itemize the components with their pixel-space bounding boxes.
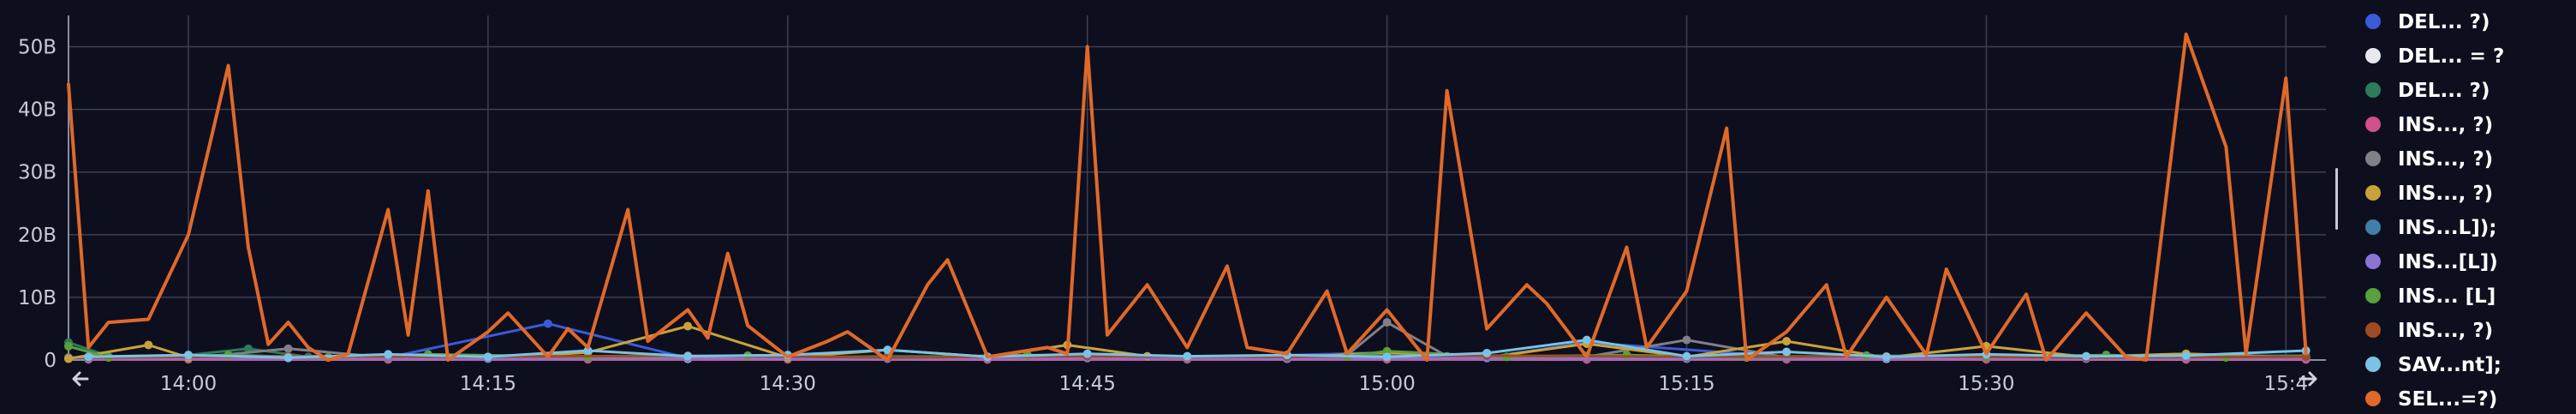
data-point [2181, 351, 2191, 360]
legend-swatch [2365, 322, 2381, 338]
legend-label: DEL... = ? [2398, 45, 2504, 68]
legend-item[interactable]: INS...[L]) [2365, 251, 2498, 273]
data-point [84, 352, 93, 362]
legend-label: SEL...=?) [2398, 388, 2497, 411]
x-tick-label: 15:30 [1958, 373, 2014, 395]
x-tick-label: 15:15 [1658, 373, 1714, 395]
x-tick-label: 14:45 [1059, 373, 1116, 395]
data-point [384, 350, 393, 359]
legend-scrollbar[interactable] [2335, 168, 2338, 230]
legend-label: INS..., ?) [2398, 320, 2493, 342]
legend-swatch [2365, 48, 2381, 63]
series-12 [67, 32, 2308, 362]
data-point [283, 344, 293, 353]
x-axis-navigation [67, 366, 2323, 392]
data-point [883, 345, 892, 355]
legend-swatch [2365, 82, 2381, 98]
data-point [243, 344, 253, 353]
arrow-left-icon [72, 371, 89, 387]
legend-swatch [2365, 151, 2381, 166]
legend-item[interactable]: INS..., ?) [2365, 148, 2493, 171]
legend-item[interactable]: SAV...nt]; [2365, 354, 2501, 376]
data-point [1482, 348, 1492, 357]
legend-swatch [2365, 117, 2381, 132]
y-tick-label: 10B [18, 287, 57, 309]
legend-item[interactable]: INS..., ?) [2365, 114, 2493, 136]
legend-item[interactable]: INS..., ?) [2365, 183, 2493, 205]
data-point [1382, 318, 1392, 327]
data-point [1881, 352, 1891, 362]
legend-label: DEL... ?) [2398, 11, 2490, 33]
data-point [2301, 352, 2311, 362]
data-point [144, 340, 153, 350]
series-lines [64, 32, 2311, 364]
data-point [1782, 337, 1792, 346]
x-axis-ticks: 14:00 14:15 14:30 14:45 15:00 15:15 15:30 15:4 [160, 373, 2308, 395]
legend-label: INS..., ?) [2398, 114, 2493, 136]
data-point [64, 354, 73, 363]
legend-item[interactable]: SEL...=?) [2365, 388, 2497, 411]
data-point [1682, 351, 1691, 361]
legend-swatch [2365, 391, 2381, 406]
legend-label: INS...L]); [2398, 217, 2496, 239]
x-tick-label: 14:15 [460, 373, 516, 395]
legend-swatch [2365, 14, 2381, 29]
data-point [543, 319, 552, 328]
scroll-right-button[interactable] [2297, 366, 2323, 392]
series-line [67, 32, 2308, 362]
data-point [1622, 351, 1631, 360]
legend-swatch [2365, 219, 2381, 235]
data-point [583, 346, 593, 356]
legend-item[interactable]: INS...L]); [2365, 217, 2496, 239]
y-axis-ticks: 0 10B 20B 30B 40B 50B [18, 37, 57, 372]
data-point [1382, 352, 1392, 362]
axes [68, 15, 2326, 361]
legend-label: SAV...nt]; [2398, 354, 2501, 376]
data-point [64, 341, 73, 351]
legend-item[interactable]: INS... [L] [2365, 285, 2496, 308]
arrow-right-icon [2299, 371, 2317, 387]
data-point [1782, 347, 1792, 357]
data-point [2082, 351, 2091, 361]
legend-swatch [2365, 185, 2381, 201]
legend-swatch [2365, 288, 2381, 303]
x-tick-label: 14:00 [160, 373, 217, 395]
legend-item[interactable]: INS..., ?) [2365, 320, 2493, 342]
data-point [683, 351, 693, 361]
legend-swatch [2365, 357, 2381, 372]
data-point [1183, 351, 1192, 361]
legend-item[interactable]: DEL... ?) [2365, 11, 2490, 33]
x-tick-label: 14:30 [760, 373, 816, 395]
y-tick-label: 0 [44, 350, 57, 372]
legend-swatch [2365, 254, 2381, 269]
data-point [183, 351, 193, 360]
grid-lines [69, 15, 2326, 361]
data-point [1582, 335, 1591, 345]
legend: DEL... ?) DEL... = ? DEL... ?) INS..., ?) IN… [2365, 11, 2504, 411]
y-tick-label: 20B [18, 225, 57, 247]
data-point [683, 321, 693, 331]
y-tick-label: 40B [18, 99, 57, 122]
legend-item[interactable]: DEL... ?) [2365, 80, 2490, 102]
y-tick-label: 30B [18, 162, 57, 184]
legend-label: INS..., ?) [2398, 148, 2493, 171]
data-point [283, 353, 293, 363]
data-point [483, 352, 492, 362]
legend-label: INS...[L]) [2398, 251, 2498, 273]
y-tick-label: 50B [18, 37, 57, 59]
x-tick-label: 15:00 [1358, 373, 1415, 395]
series-line [86, 357, 2308, 360]
legend-item[interactable]: DEL... = ? [2365, 45, 2504, 68]
legend-label: DEL... ?) [2398, 80, 2490, 102]
legend-label: INS... [L] [2398, 285, 2496, 308]
x-tick-label: 15:4 [2264, 373, 2309, 395]
scroll-left-button[interactable] [67, 366, 92, 392]
data-point [1682, 335, 1691, 345]
data-point [1082, 349, 1092, 358]
legend-label: INS..., ?) [2398, 183, 2493, 205]
